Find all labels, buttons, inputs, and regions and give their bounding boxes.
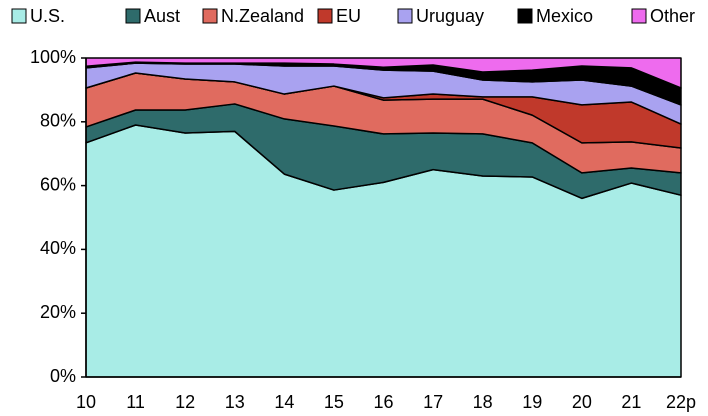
legend-swatch	[125, 8, 141, 24]
legend-label: Mexico	[536, 6, 593, 26]
x-tick-label: 10	[76, 392, 96, 412]
x-tick-label: 20	[572, 392, 592, 412]
x-tick-label: 22p	[666, 392, 696, 412]
legend-label: Other	[650, 6, 695, 26]
x-tick-label: 14	[274, 392, 294, 412]
legend-label: Aust	[144, 6, 180, 26]
x-tick-label: 12	[175, 392, 195, 412]
x-tick-label: 17	[423, 392, 443, 412]
y-tick-label: 20%	[40, 302, 76, 322]
x-tick-label: 13	[225, 392, 245, 412]
y-tick-label: 40%	[40, 238, 76, 258]
x-tick-label: 11	[126, 392, 145, 412]
x-tick-label: 18	[473, 392, 493, 412]
legend-swatch	[517, 8, 533, 24]
x-tick-label: 21	[621, 392, 641, 412]
legend-swatch	[202, 8, 218, 24]
legend-label: Uruguay	[416, 6, 484, 26]
y-tick-label: 0%	[50, 366, 76, 386]
legend-label: EU	[336, 6, 361, 26]
legend-swatch	[11, 8, 27, 24]
x-tick-label: 15	[324, 392, 344, 412]
y-tick-label: 60%	[40, 174, 76, 194]
y-tick-label: 80%	[40, 111, 76, 131]
legend-label: N.Zealand	[221, 6, 304, 26]
legend-swatch	[631, 8, 647, 24]
y-tick-label: 100%	[30, 47, 76, 67]
legend-label: U.S.	[30, 6, 65, 26]
x-tick-label: 16	[373, 392, 393, 412]
area	[85, 57, 682, 89]
legend-swatch	[397, 8, 413, 24]
legend-swatch	[317, 8, 333, 24]
x-tick-label: 19	[522, 392, 542, 412]
